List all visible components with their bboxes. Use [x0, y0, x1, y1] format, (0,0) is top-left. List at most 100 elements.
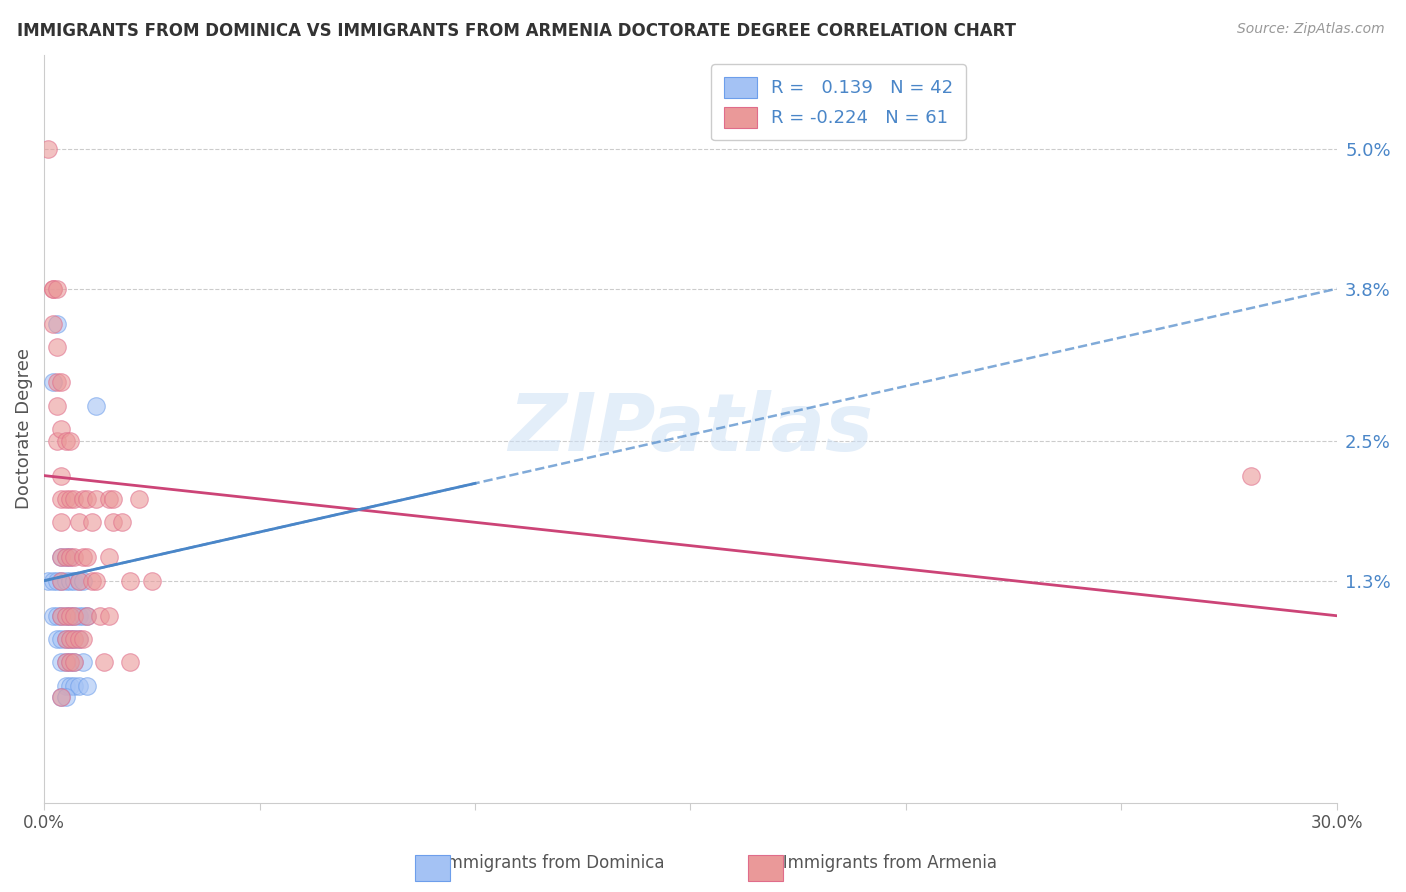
Point [59, 632, 82, 646]
Point [141, 574, 163, 588]
Point [55, 690, 77, 705]
Point [51, 574, 73, 588]
Point [42, 574, 65, 588]
Point [55, 550, 77, 565]
Point [51, 632, 73, 646]
Point [55, 491, 77, 506]
Point [63, 656, 86, 670]
Point [42, 375, 65, 389]
Point [59, 550, 82, 565]
Point [42, 317, 65, 331]
Point [84, 491, 107, 506]
Point [67, 574, 90, 588]
Point [55, 632, 77, 646]
Point [63, 608, 86, 623]
Point [51, 608, 73, 623]
Point [63, 491, 86, 506]
Point [120, 656, 142, 670]
Point [55, 656, 77, 670]
Point [76, 608, 98, 623]
Point [59, 434, 82, 448]
Point [51, 656, 73, 670]
Point [46, 282, 69, 296]
Point [63, 574, 86, 588]
Point [51, 516, 73, 530]
Point [97, 550, 120, 565]
Point [84, 399, 107, 413]
Point [120, 574, 142, 588]
Point [72, 632, 94, 646]
Point [72, 550, 94, 565]
Point [51, 690, 73, 705]
Point [46, 574, 69, 588]
Point [1239, 468, 1261, 483]
Point [42, 282, 65, 296]
Point [51, 550, 73, 565]
Point [59, 608, 82, 623]
Point [80, 516, 103, 530]
Point [67, 608, 90, 623]
Point [46, 317, 69, 331]
Point [72, 574, 94, 588]
Point [67, 632, 90, 646]
Point [42, 608, 65, 623]
Point [76, 679, 98, 693]
Point [97, 491, 120, 506]
Point [67, 516, 90, 530]
Point [63, 656, 86, 670]
Point [59, 679, 82, 693]
Point [128, 491, 150, 506]
Text: IMMIGRANTS FROM DOMINICA VS IMMIGRANTS FROM ARMENIA DOCTORATE DEGREE CORRELATION: IMMIGRANTS FROM DOMINICA VS IMMIGRANTS F… [17, 22, 1017, 40]
Point [51, 550, 73, 565]
Point [55, 574, 77, 588]
Y-axis label: Doctorate Degree: Doctorate Degree [15, 349, 32, 509]
Point [89, 608, 111, 623]
Point [51, 422, 73, 436]
Point [51, 690, 73, 705]
Point [51, 491, 73, 506]
Point [111, 516, 134, 530]
Point [51, 574, 73, 588]
Point [37, 142, 59, 156]
Point [80, 574, 103, 588]
Point [46, 434, 69, 448]
Point [101, 491, 124, 506]
Point [55, 656, 77, 670]
Point [63, 632, 86, 646]
Text: Immigrants from Armenia: Immigrants from Armenia [747, 855, 997, 872]
Point [55, 608, 77, 623]
Point [46, 632, 69, 646]
Point [46, 608, 69, 623]
Point [55, 550, 77, 565]
Point [67, 679, 90, 693]
Point [72, 491, 94, 506]
Point [46, 340, 69, 354]
Point [59, 550, 82, 565]
Point [55, 679, 77, 693]
Point [42, 282, 65, 296]
Point [51, 468, 73, 483]
Point [55, 608, 77, 623]
Point [72, 656, 94, 670]
Point [101, 516, 124, 530]
Point [63, 679, 86, 693]
Point [59, 632, 82, 646]
Point [97, 608, 120, 623]
Point [76, 608, 98, 623]
Point [51, 608, 73, 623]
Legend: R =   0.139   N = 42, R = -0.224   N = 61: R = 0.139 N = 42, R = -0.224 N = 61 [711, 64, 966, 140]
Point [63, 608, 86, 623]
Point [59, 574, 82, 588]
Point [93, 656, 115, 670]
Point [46, 399, 69, 413]
Point [59, 491, 82, 506]
Point [76, 491, 98, 506]
Text: ZIPatlas: ZIPatlas [508, 390, 873, 468]
Point [59, 656, 82, 670]
Point [51, 375, 73, 389]
Point [55, 434, 77, 448]
Point [76, 550, 98, 565]
Text: Source: ZipAtlas.com: Source: ZipAtlas.com [1237, 22, 1385, 37]
Point [72, 608, 94, 623]
Point [55, 632, 77, 646]
